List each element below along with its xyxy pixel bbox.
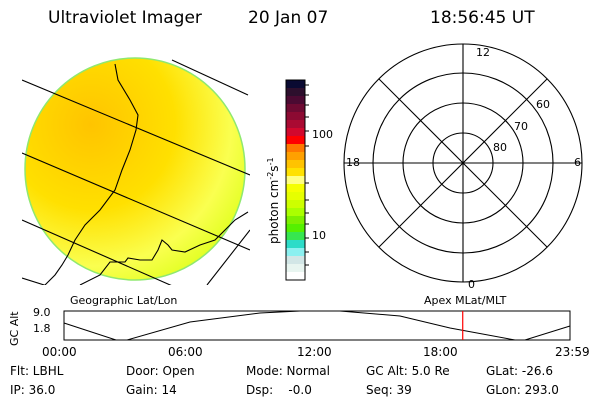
altitude-plot: [63, 310, 571, 341]
colorbar-band: [286, 184, 305, 193]
date-label: 20 Jan 07: [248, 8, 329, 28]
colorbar-band: [286, 224, 305, 233]
lat-80: 80: [493, 141, 507, 154]
mlt-18: 18: [346, 156, 360, 169]
ytick-9: 9.0: [33, 306, 51, 319]
colorbar-band: [286, 200, 305, 209]
colorbar-band: [286, 256, 305, 265]
colorbar-unit-s: s: [267, 165, 281, 172]
colorbar-band: [286, 152, 305, 161]
colorbar-band: [286, 136, 305, 145]
mlt-12: 12: [476, 46, 490, 59]
colorbar-band: [286, 88, 305, 97]
time-label: 18:56:45 UT: [430, 8, 535, 28]
colorbar: [285, 79, 309, 281]
lat-70: 70: [514, 120, 528, 133]
ip-status: IP: 36.0: [10, 383, 56, 397]
colorbar-band: [286, 248, 305, 257]
colorbar-exp2: -1: [266, 157, 275, 166]
geo-projection-label: Geographic Lat/Lon: [70, 294, 178, 307]
xtick-0: 00:00: [42, 345, 77, 359]
polar-plot: [343, 43, 583, 283]
mlt-6: 6: [574, 156, 581, 169]
glat-status: GLat: -26.6: [486, 364, 553, 378]
colorbar-label: photon cm-2s-1: [266, 157, 281, 244]
colorbar-tick-10: 10: [312, 229, 326, 242]
mlt-0: 0: [468, 278, 475, 291]
colorbar-band: [286, 112, 305, 121]
colorbar-band: [286, 208, 305, 217]
xtick-4: 23:59: [555, 345, 590, 359]
colorbar-band: [286, 192, 305, 201]
lat-60: 60: [536, 98, 550, 111]
gc-alt-ylabel: GC Alt: [8, 311, 21, 346]
colorbar-band: [286, 160, 305, 169]
colorbar-exp1: -2: [266, 171, 275, 180]
mode-status: Mode: Normal: [246, 364, 330, 378]
ytick-1-8: 1.8: [33, 322, 51, 335]
xtick-2: 12:00: [297, 345, 332, 359]
coordinate-grid: [22, 59, 250, 285]
colorbar-unit: photon cm: [267, 179, 281, 244]
gc-alt-status: GC Alt: 5.0 Re: [366, 364, 450, 378]
xtick-1: 06:00: [168, 345, 203, 359]
filter-status: Flt: LBHL: [10, 364, 64, 378]
colorbar-band: [286, 176, 305, 185]
colorbar-band: [286, 80, 305, 89]
colorbar-band: [286, 264, 305, 273]
colorbar-band: [286, 168, 305, 177]
colorbar-band: [286, 216, 305, 225]
glon-status: GLon: 293.0: [486, 383, 559, 397]
colorbar-band: [286, 96, 305, 105]
colorbar-band: [286, 232, 305, 241]
door-status: Door: Open: [126, 364, 195, 378]
xtick-3: 18:00: [423, 345, 458, 359]
gain-status: Gain: 14: [126, 383, 177, 397]
colorbar-frame: [285, 79, 306, 281]
colorbar-tick-100: 100: [312, 128, 333, 141]
colorbar-band: [286, 128, 305, 137]
dsp-status: Dsp: -0.0: [246, 383, 312, 397]
colorbar-band: [286, 240, 305, 249]
seq-status: Seq: 39: [366, 383, 412, 397]
colorbar-band: [286, 104, 305, 113]
earth-image: [22, 57, 250, 285]
colorbar-band: [286, 120, 305, 129]
colorbar-band: [286, 272, 305, 281]
colorbar-band: [286, 144, 305, 153]
apex-projection-label: Apex MLat/MLT: [424, 294, 507, 307]
instrument-title: Ultraviolet Imager: [48, 8, 202, 28]
